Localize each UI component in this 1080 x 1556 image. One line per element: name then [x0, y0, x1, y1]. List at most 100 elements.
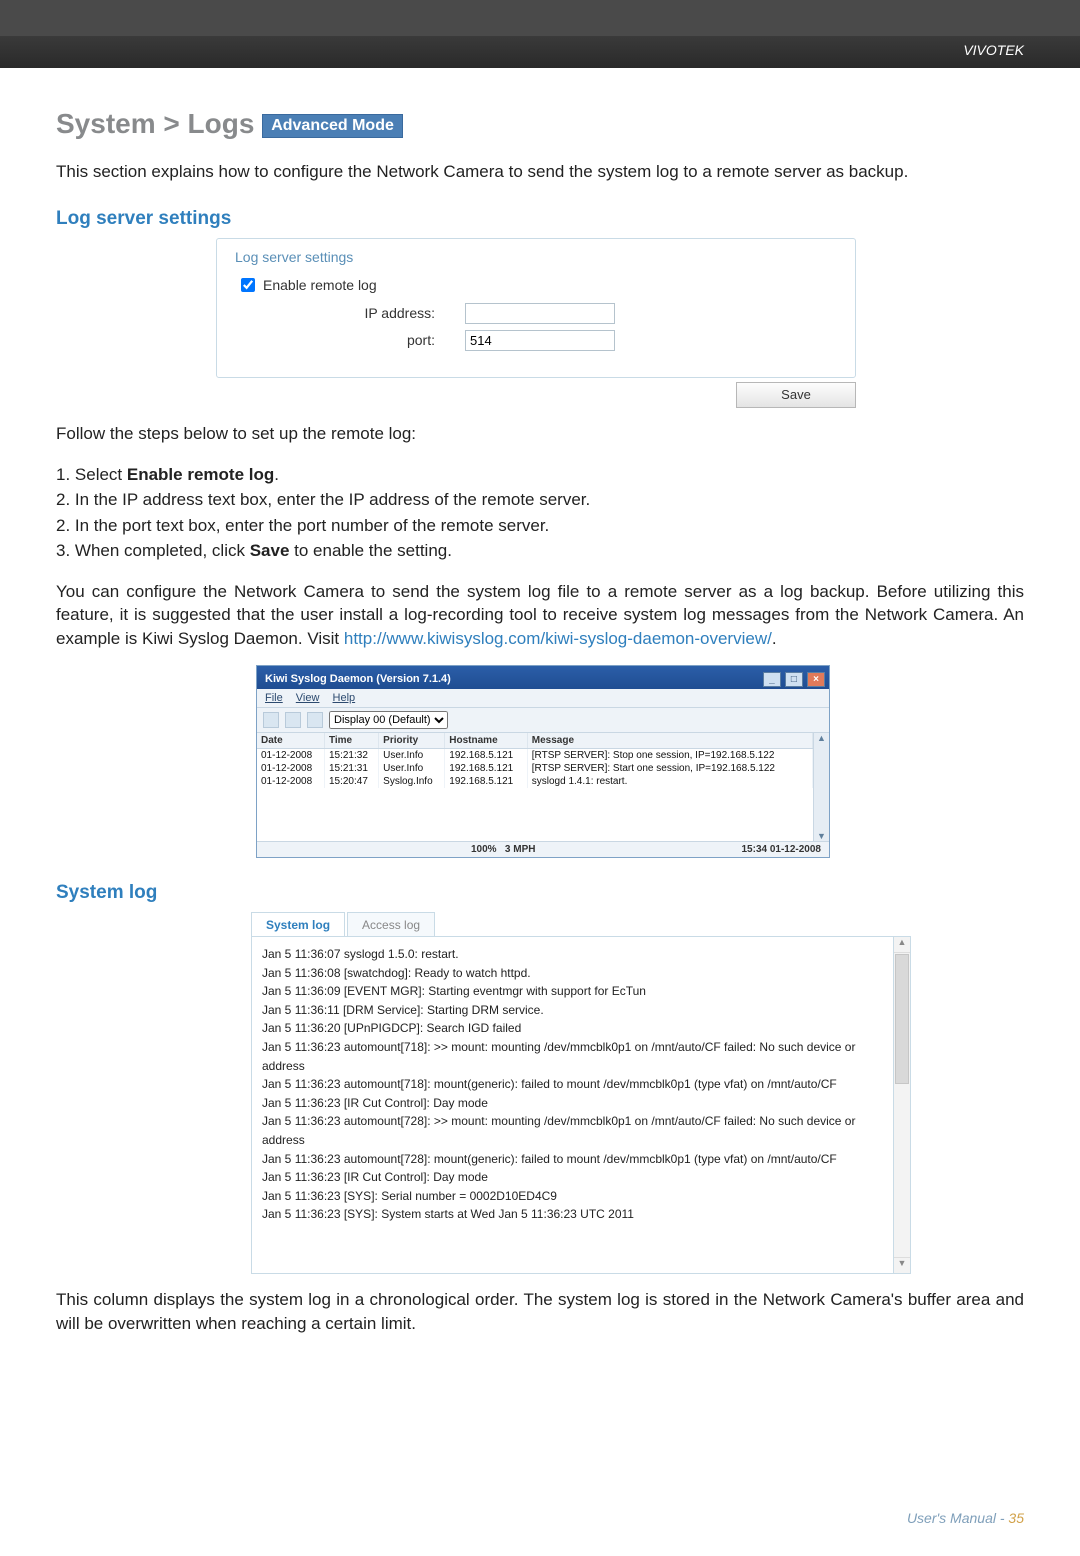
table-cell: 192.168.5.121 — [445, 775, 527, 788]
port-label: port: — [235, 332, 435, 348]
step-2: 2. In the IP address text box, enter the… — [56, 487, 1024, 513]
footer-page-number: 35 — [1008, 1510, 1024, 1526]
tab-access-log[interactable]: Access log — [347, 912, 435, 937]
col-date: Date — [257, 733, 324, 749]
toolbar-icon-1[interactable] — [263, 712, 279, 728]
table-row: 01-12-200815:21:32User.Info192.168.5.121… — [257, 748, 813, 762]
log-line: Jan 5 11:36:20 [UPnPIGDCP]: Search IGD f… — [262, 1019, 883, 1038]
kiwi-link[interactable]: http://www.kiwisyslog.com/kiwi-syslog-da… — [344, 629, 772, 648]
footer: User's Manual - 35 — [0, 1470, 1080, 1556]
steps-intro: Follow the steps below to set up the rem… — [56, 422, 1024, 446]
enable-remote-log-row: Enable remote log — [241, 277, 837, 293]
fieldset-legend: Log server settings — [231, 249, 357, 265]
kiwi-body: Date Time Priority Hostname Message 01-1… — [257, 733, 829, 841]
log-line: Jan 5 11:36:23 [SYS]: Serial number = 00… — [262, 1187, 883, 1206]
brand-label: VIVOTEK — [963, 42, 1024, 58]
table-cell: 01-12-2008 — [257, 762, 324, 775]
table-cell: 15:20:47 — [324, 775, 378, 788]
log-line: Jan 5 11:36:23 automount[728]: mount(gen… — [262, 1150, 883, 1169]
col-hostname: Hostname — [445, 733, 527, 749]
scroll-down-icon[interactable]: ▼ — [817, 831, 826, 841]
port-row: port: — [235, 330, 837, 351]
log-line: Jan 5 11:36:23 automount[728]: >> mount:… — [262, 1112, 883, 1149]
log-line: Jan 5 11:36:23 [IR Cut Control]: Day mod… — [262, 1094, 883, 1113]
status-mid: 3 MPH — [505, 844, 536, 855]
closing-paragraph: This column displays the system log in a… — [56, 1288, 1024, 1336]
log-line: Jan 5 11:36:08 [swatchdog]: Ready to wat… — [262, 964, 883, 983]
window-buttons: _ □ × — [762, 672, 825, 687]
scroll-down-icon[interactable]: ▼ — [894, 1257, 910, 1273]
menu-file[interactable]: File — [265, 692, 283, 704]
log-line: Jan 5 11:36:11 [DRM Service]: Starting D… — [262, 1001, 883, 1020]
system-log-heading: System log — [56, 882, 1024, 904]
page-title: System > Logs Advanced Mode — [56, 108, 1024, 140]
table-cell: User.Info — [379, 762, 445, 775]
kiwi-window: Kiwi Syslog Daemon (Version 7.1.4) _ □ ×… — [256, 665, 830, 858]
kiwi-title-text: Kiwi Syslog Daemon (Version 7.1.4) — [265, 673, 451, 685]
kiwi-header-row: Date Time Priority Hostname Message — [257, 733, 813, 749]
log-line: Jan 5 11:36:23 automount[718]: mount(gen… — [262, 1075, 883, 1094]
header-bar: VIVOTEK — [0, 36, 1080, 68]
intro-paragraph: This section explains how to configure t… — [56, 160, 1024, 184]
log-scrollbar[interactable]: ▲ ▼ — [894, 936, 911, 1274]
scroll-thumb[interactable] — [895, 954, 909, 1084]
step-4: 3. When completed, click Save to enable … — [56, 538, 1024, 564]
col-priority: Priority — [379, 733, 445, 749]
log-server-settings-fieldset: Log server settings Enable remote log IP… — [216, 238, 856, 378]
footer-label: User's Manual - — [907, 1510, 1008, 1526]
table-cell: 01-12-2008 — [257, 748, 324, 762]
save-button[interactable]: Save — [736, 382, 856, 408]
step-1: 1. Select Enable remote log. — [56, 462, 1024, 488]
scroll-up-icon[interactable]: ▲ — [894, 937, 910, 953]
menu-help[interactable]: Help — [333, 692, 356, 704]
kiwi-table: Date Time Priority Hostname Message 01-1… — [257, 733, 813, 788]
advanced-mode-badge: Advanced Mode — [262, 114, 403, 138]
table-row: 01-12-200815:20:47Syslog.Info192.168.5.1… — [257, 775, 813, 788]
col-time: Time — [324, 733, 378, 749]
kiwi-scrollbar[interactable]: ▲ ▼ — [813, 733, 829, 841]
top-border — [0, 0, 1080, 36]
table-cell: 192.168.5.121 — [445, 762, 527, 775]
table-cell: 15:21:32 — [324, 748, 378, 762]
port-input[interactable] — [465, 330, 615, 351]
system-log-box: Jan 5 11:36:07 syslogd 1.5.0: restart.Ja… — [251, 936, 894, 1274]
table-cell: 01-12-2008 — [257, 775, 324, 788]
kiwi-paragraph: You can configure the Network Camera to … — [56, 580, 1024, 651]
table-cell: 192.168.5.121 — [445, 748, 527, 762]
step-3: 2. In the port text box, enter the port … — [56, 513, 1024, 539]
ip-address-label: IP address: — [235, 305, 435, 321]
kiwi-toolbar: Display 00 (Default) — [257, 708, 829, 733]
table-cell: User.Info — [379, 748, 445, 762]
steps-list: 1. Select Enable remote log. 2. In the I… — [56, 462, 1024, 564]
kiwi-titlebar: Kiwi Syslog Daemon (Version 7.1.4) _ □ × — [257, 666, 829, 689]
close-icon[interactable]: × — [807, 672, 825, 687]
log-line: Jan 5 11:36:23 [SYS]: System starts at W… — [262, 1205, 883, 1224]
ip-address-row: IP address: — [235, 303, 837, 324]
log-tabs: System log Access log — [251, 912, 911, 937]
scroll-up-icon[interactable]: ▲ — [817, 733, 826, 743]
enable-remote-log-checkbox[interactable] — [241, 278, 255, 292]
col-message: Message — [527, 733, 812, 749]
tab-system-log[interactable]: System log — [251, 912, 345, 937]
system-log-panel: System log Access log Jan 5 11:36:07 sys… — [251, 912, 911, 1274]
toolbar-icon-3[interactable] — [307, 712, 323, 728]
status-right: 15:34 01-12-2008 — [741, 844, 821, 855]
status-left: 100% — [471, 844, 497, 855]
log-line: Jan 5 11:36:07 syslogd 1.5.0: restart. — [262, 945, 883, 964]
kiwi-para-b: . — [772, 629, 777, 648]
table-cell: [RTSP SERVER]: Start one session, IP=192… — [527, 762, 812, 775]
log-line: Jan 5 11:36:09 [EVENT MGR]: Starting eve… — [262, 982, 883, 1001]
enable-remote-log-label: Enable remote log — [263, 277, 377, 293]
title-text: System > Logs — [56, 108, 254, 139]
log-server-settings-heading: Log server settings — [56, 208, 1024, 230]
table-cell: [RTSP SERVER]: Stop one session, IP=192.… — [527, 748, 812, 762]
menu-view[interactable]: View — [296, 692, 320, 704]
display-select[interactable]: Display 00 (Default) — [329, 711, 448, 729]
toolbar-icon-2[interactable] — [285, 712, 301, 728]
kiwi-menubar: File View Help — [257, 689, 829, 708]
log-line: Jan 5 11:36:23 automount[718]: >> mount:… — [262, 1038, 883, 1075]
maximize-icon[interactable]: □ — [785, 672, 803, 687]
log-line: Jan 5 11:36:23 [IR Cut Control]: Day mod… — [262, 1168, 883, 1187]
ip-address-input[interactable] — [465, 303, 615, 324]
minimize-icon[interactable]: _ — [763, 672, 781, 687]
